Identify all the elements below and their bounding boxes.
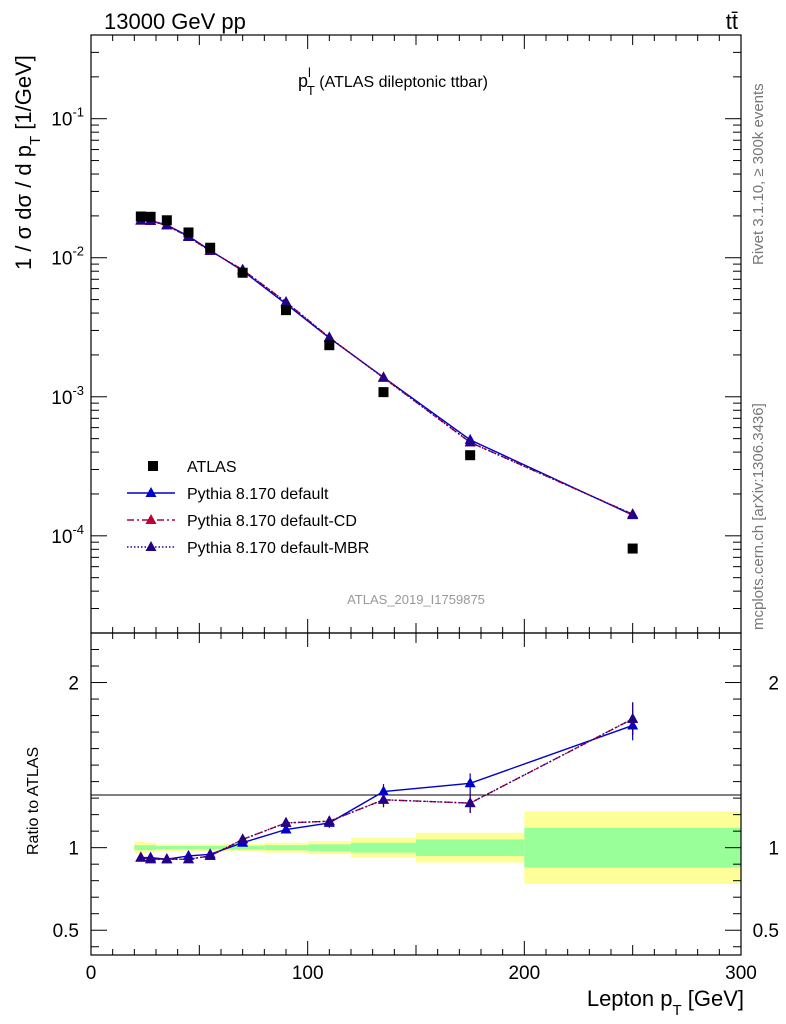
main-y-axis-label-unit: [1/GeV]	[11, 55, 36, 136]
ratio-band-inner	[134, 845, 146, 851]
ratio-point-1	[378, 785, 389, 796]
main-title-sub: T	[307, 83, 315, 98]
ratio-band-inner	[416, 839, 525, 856]
ratio-point-3	[183, 853, 194, 864]
x-axis-label: Lepton pT [GeV]	[587, 986, 744, 1019]
main-y-axis-label-main: 1 / σ dσ / d p	[11, 145, 36, 270]
main-y-axis-label-sub: T	[27, 136, 44, 145]
ratio-y-tick-label: 2	[68, 674, 79, 695]
ratio-band-inner	[199, 846, 221, 850]
ratio-band-inner	[307, 844, 351, 851]
main-marks	[135, 211, 639, 554]
main-title: pl T (ATLAS dileptonic ttbar)	[298, 65, 488, 98]
ratio-y-tick-label: 0.5	[53, 921, 79, 942]
legend-label: Pythia 8.170 default-CD	[187, 513, 357, 530]
ratio-point-3	[135, 851, 147, 862]
main-title-sup: l	[308, 65, 311, 80]
data-point	[145, 211, 156, 222]
main-series-point-3	[323, 331, 335, 342]
rivet-label: Rivet 3.1.10, ≥ 300k events	[750, 83, 767, 265]
x-axis-label-unit: [GeV]	[682, 986, 744, 1011]
header-left: 13000 GeV pp	[104, 9, 246, 34]
mcplots-label: mcplots.cern.ch [arXiv:1306.3436]	[750, 403, 767, 630]
main-watermark: ATLAS_2019_I1759875	[347, 592, 485, 607]
ratio-point-3	[323, 815, 335, 826]
main-y-tick-label: 10-4	[51, 522, 84, 548]
legend-label: ATLAS	[187, 459, 237, 476]
ratio-point-3	[280, 816, 292, 827]
ratio-band-inner	[156, 846, 178, 850]
data-point	[378, 387, 389, 398]
ratio-point-3	[464, 797, 476, 808]
ratio-axes: 0 100 200 300 0.5 0.5 1 1 2 2	[53, 633, 779, 984]
legend-marker	[145, 514, 157, 524]
main-panel: 10-410-310-210-1 pl T (ATLAS dileptonic t…	[11, 34, 742, 634]
data-point	[183, 227, 194, 238]
x-tick-label: 200	[508, 963, 540, 984]
data-point	[205, 242, 216, 253]
ratio-band-inner	[351, 842, 416, 853]
x-tick-label: 100	[292, 963, 324, 984]
legend-marker	[145, 541, 157, 551]
x-tick-label: 300	[725, 963, 757, 984]
ratio-bands	[134, 811, 741, 884]
ratio-point-3	[145, 853, 157, 864]
legend-label: Pythia 8.170 default-MBR	[187, 540, 369, 557]
main-title-rest: (ATLAS dileptonic ttbar)	[315, 74, 488, 91]
main-series-point-3	[378, 371, 389, 382]
ratio-y-tick-label-right: 0.5	[753, 921, 779, 942]
data-point	[627, 543, 638, 554]
main-y-axis-label: 1 / σ dσ / d pT [1/GeV]	[11, 55, 44, 270]
ratio-point-3	[237, 833, 249, 844]
ratio-point-1	[464, 777, 476, 788]
main-series-point-3	[627, 508, 639, 519]
data-point	[161, 215, 172, 226]
ratio-point-3	[204, 849, 216, 860]
legend-marker	[145, 487, 157, 497]
main-series-point-3	[280, 296, 292, 307]
ratio-y-tick-label-right: 2	[768, 674, 779, 695]
data-point	[237, 267, 248, 278]
legend-marker-atlas	[148, 461, 158, 471]
data-point	[324, 340, 335, 351]
ratio-band-inner	[221, 845, 265, 850]
ratio-point-3	[627, 712, 639, 723]
data-point	[281, 305, 291, 316]
data-point	[135, 211, 146, 222]
ratio-y-axis-label: Ratio to ATLAS	[25, 747, 42, 855]
ratio-point-3	[378, 793, 389, 804]
x-axis-label-sub: T	[672, 1002, 681, 1019]
ratio-marks	[135, 702, 639, 864]
ratio-point-1	[280, 823, 292, 834]
ratio-y-tick-label-right: 1	[768, 839, 779, 860]
ratio-band-inner	[145, 845, 156, 851]
ratio-band-inner	[177, 846, 200, 850]
main-y-tick-label: 10-1	[51, 105, 84, 131]
x-axis-label-main: Lepton p	[587, 986, 673, 1011]
ratio-band-inner	[264, 845, 308, 851]
legend: ATLAS Pythia 8.170 default Pythia 8.170 de…	[127, 459, 369, 557]
ratio-frame	[90, 632, 742, 956]
ratio-point-3	[161, 853, 173, 864]
main-series-point-3	[464, 436, 476, 447]
main-title-p: p	[298, 71, 308, 91]
ratio-y-tick-label: 1	[68, 839, 79, 860]
main-y-tick-label: 10-3	[51, 383, 84, 409]
main-y-tick-label: 10-2	[51, 244, 84, 270]
legend-label: Pythia 8.170 default	[187, 486, 329, 503]
main-axes: 10-4 10-3 10-2 10-1	[51, 34, 742, 634]
header-right: tt̄	[726, 9, 738, 34]
data-point	[465, 450, 476, 461]
main-series-line-2	[140, 219, 633, 515]
ratio-panel: 0 100 200 300 0.5 0.5 1 1 2 2 Ratio to ATLAS Lept…	[25, 632, 779, 1019]
ratio-band-inner	[524, 827, 741, 868]
x-tick-label: 0	[86, 963, 97, 984]
